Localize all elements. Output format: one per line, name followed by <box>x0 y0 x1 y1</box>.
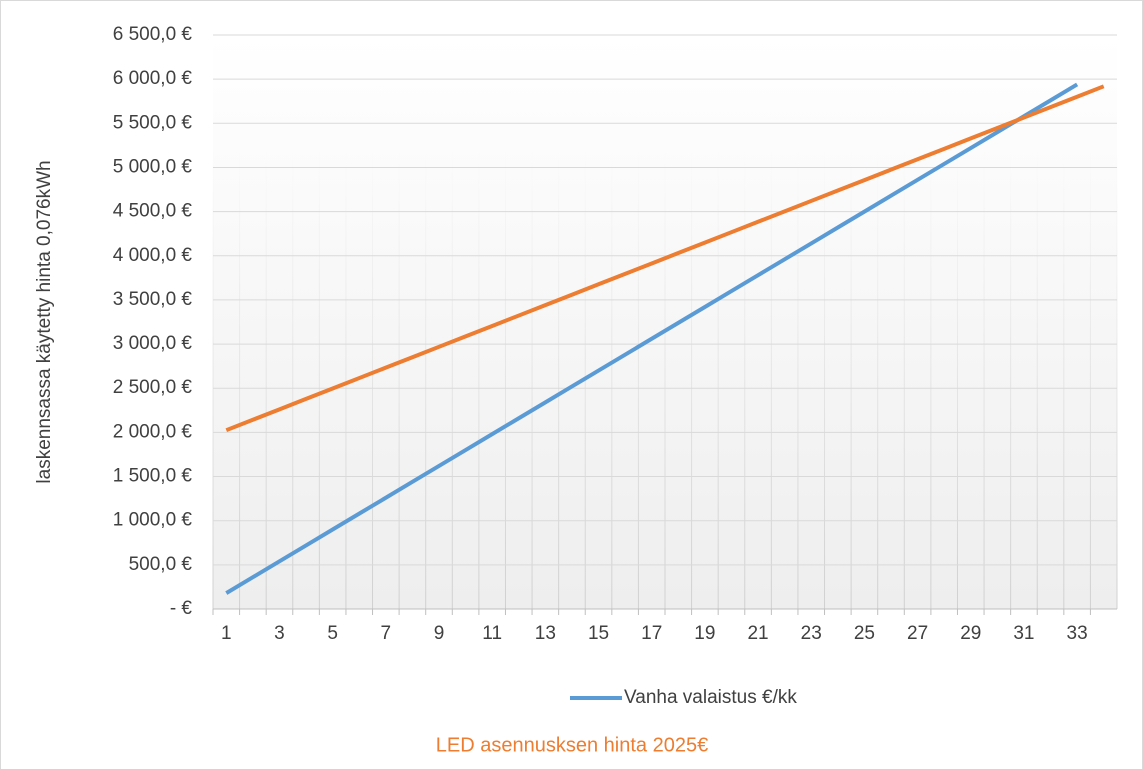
x-tick-label: 27 <box>907 623 928 644</box>
y-tick-label: 4 000,0 € <box>113 245 193 266</box>
legend-label: Vanha valaistus €/kk <box>624 687 797 708</box>
x-tick-label: 3 <box>274 623 285 644</box>
x-tick-label: 1 <box>221 623 232 644</box>
series-line <box>225 82 1079 595</box>
series-note: LED asennusksen hinta 2025€ <box>436 734 708 756</box>
y-tick-label: 2 500,0 € <box>113 377 193 398</box>
x-tick-label: 25 <box>854 623 875 644</box>
y-tick-label: 6 500,0 € <box>113 24 193 45</box>
x-tick-label: 33 <box>1067 623 1088 644</box>
x-tick-label: 11 <box>482 623 502 644</box>
y-tick-label: 500,0 € <box>129 554 193 575</box>
x-tick-label: 17 <box>641 623 662 644</box>
x-tick-label: 19 <box>694 623 715 644</box>
x-tick-label: 13 <box>535 623 556 644</box>
y-axis-label: laskennsassa käytetty hinta 0,076kWh <box>34 160 55 483</box>
x-tick-label: 5 <box>327 623 338 644</box>
y-tick-label: 5 000,0 € <box>113 156 193 177</box>
y-tick-label: 2 000,0 € <box>113 421 193 442</box>
x-tick-label: 7 <box>381 623 392 644</box>
y-tick-label: 1 000,0 € <box>113 510 193 531</box>
x-tick-label: 9 <box>434 623 445 644</box>
series-line <box>225 84 1105 433</box>
x-tick-label: 31 <box>1013 623 1034 644</box>
y-tick-label: 6 000,0 € <box>113 68 193 89</box>
x-tick-label: 15 <box>588 623 609 644</box>
y-tick-label: 3 500,0 € <box>113 289 193 310</box>
x-tick-label: 23 <box>801 623 822 644</box>
x-tick-label: 29 <box>960 623 981 644</box>
x-tick-label: 21 <box>747 623 768 644</box>
y-tick-label: 3 000,0 € <box>113 333 193 354</box>
y-tick-label: 5 500,0 € <box>113 112 193 133</box>
y-tick-label: 4 500,0 € <box>113 201 193 222</box>
y-tick-label: - € <box>170 598 193 619</box>
y-tick-label: 1 500,0 € <box>113 466 193 487</box>
